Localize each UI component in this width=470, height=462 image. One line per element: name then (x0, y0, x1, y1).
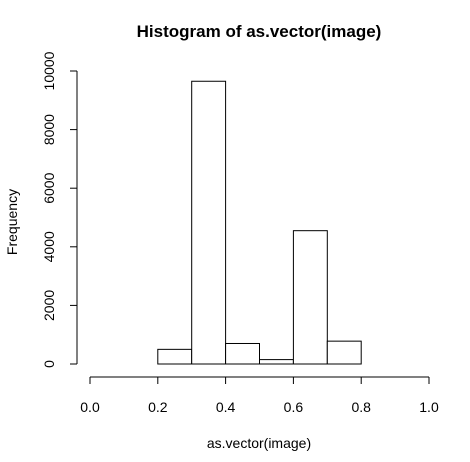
bars-group (157, 80, 362, 365)
x-tick-label-4: 0.8 (351, 399, 371, 415)
y-tick-label-4: 8000 (41, 114, 57, 145)
histogram-bar-7 (326, 340, 362, 365)
histogram-bar-3 (191, 80, 227, 365)
y-tick-label-2: 4000 (41, 231, 57, 262)
histogram-bar-5 (259, 359, 294, 365)
histogram-bar-6 (292, 230, 328, 365)
x-axis: 0.0 0.2 0.4 0.6 0.8 1.0 (80, 376, 439, 415)
histogram-bar-2 (157, 348, 193, 365)
y-axis-label: Frequency (4, 189, 20, 255)
y-tick-label-1: 2000 (41, 290, 57, 321)
x-tick-label-5: 1.0 (419, 399, 439, 415)
y-tick-label-3: 6000 (41, 172, 57, 203)
x-tick-label-3: 0.6 (284, 399, 304, 415)
x-tick-label-0: 0.0 (80, 399, 100, 415)
y-tick-label-5: 10000 (41, 51, 57, 90)
x-tick-label-2: 0.4 (216, 399, 236, 415)
chart-title: Histogram of as.vector(image) (137, 22, 382, 41)
x-tick-label-1: 0.2 (148, 399, 168, 415)
x-axis-label: as.vector(image) (207, 435, 311, 451)
y-tick-label-0: 0 (41, 360, 57, 368)
y-axis: 0 2000 4000 6000 8000 10000 (41, 51, 78, 368)
histogram-bar-4 (225, 342, 261, 365)
